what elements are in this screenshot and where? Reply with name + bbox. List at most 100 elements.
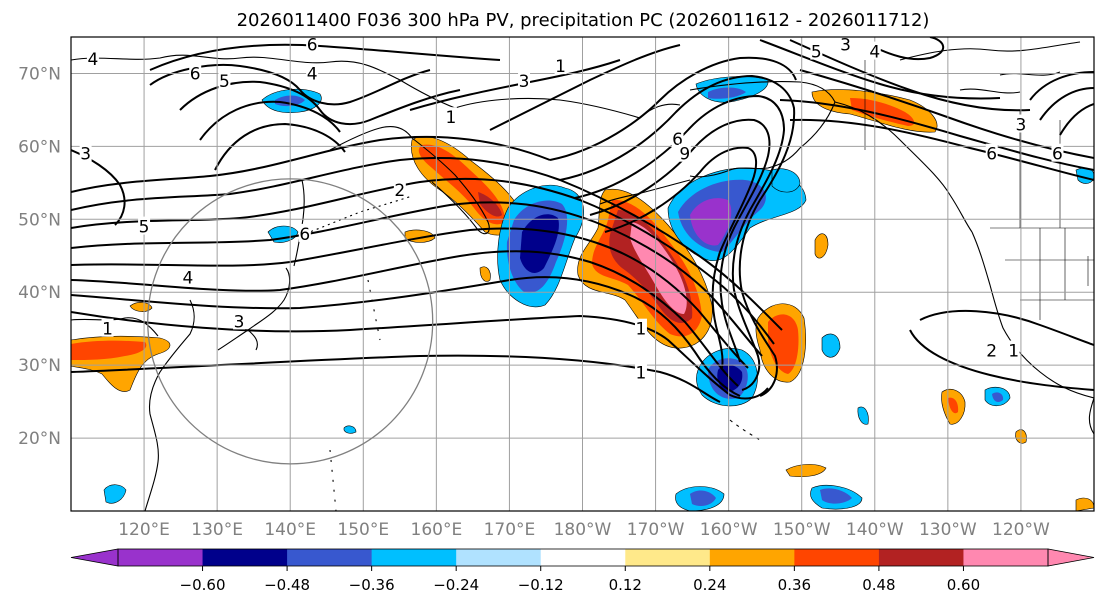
colorbar-tick-label: 0.12 [609,576,642,594]
longitude-tick-label: 170°W [627,520,685,540]
map-title: 2026011400 F036 300 hPa PV, precipitatio… [237,10,930,31]
precip-positive-small-3 [814,233,829,259]
coastline-alaska-panhandle [834,101,973,233]
contour-label-backdrop [1014,114,1027,133]
precip-negative-gulf-alaska-core [690,198,732,246]
contour-label: 6 [986,145,997,165]
precip-negative-small-4 [103,484,127,504]
coastline-okhotsk [329,125,413,151]
longitude-tick-label: 150°W [773,520,831,540]
contour-label-backdrop [393,180,406,199]
colorbar-tick-label: −0.12 [518,576,564,594]
colorbar-bin [709,549,795,566]
pv-contour-5 [71,201,763,357]
longitude-tick-label: 180°W [554,520,612,540]
precip-positive-small-2 [479,266,491,282]
contour-label-backdrop [101,318,114,337]
contour-label: 3 [519,72,530,92]
colorbar-tick-label: 0.36 [778,576,811,594]
contour-label-backdrop [306,37,319,53]
pv-contour-arctic-4 [779,99,1094,171]
precip-negative-tropics-2-core [820,488,852,504]
colorbar-bin [456,549,542,566]
contour-label: 4 [307,64,318,84]
pv-contour-ridge-1 [489,44,681,131]
latitude-tick-label: 20°N [18,429,61,449]
pv-contour-4 [71,227,749,369]
contour-label-backdrop [444,107,457,126]
precip-negative-tropics-1-core [690,490,716,506]
pv-contour-north-1 [149,64,431,106]
latitude-tick-label: 50°N [18,210,61,230]
colorbar-bin [202,549,288,566]
pv-contour-trough-5 [604,146,758,369]
pv-contour-arctic-closed [869,37,945,61]
contour-label-backdrop [1007,340,1020,359]
contour-label-backdrop [181,267,194,286]
precip-positive-small-5 [785,464,827,478]
colorbar-tick-label: 0.24 [693,576,726,594]
pv-contour-north-5 [149,43,501,71]
contour-label: 1 [636,320,647,340]
colorbar-bin [794,549,880,566]
contour-label: 2 [394,181,405,201]
map-frame [70,36,1095,512]
contour-label-backdrop [671,129,684,148]
precip-positive-east-asia-core [71,340,147,360]
contour-label: 4 [869,43,880,63]
precip-negative-small-1 [821,333,841,358]
colorbar-tick-label: 0.48 [862,576,895,594]
precip-negative-small-2-core [992,392,1004,402]
contour-label-backdrop [189,63,202,82]
pv-contour-2 [71,276,741,397]
contour-label: 4 [183,269,194,289]
reference-circle [147,178,434,465]
contour-label-backdrop [86,48,99,67]
longitude-tick-label: 120°W [992,520,1050,540]
colorbar-extend-max [1047,548,1095,567]
contour-label-backdrop [985,340,998,359]
contour-label: 2 [986,342,997,362]
contour-label: 3 [1016,116,1027,136]
pv-contour-3 [71,250,739,387]
coastline-aleutians [599,179,691,205]
contour-label: 5 [811,43,822,63]
pv-contour-arctic-1 [759,39,1001,100]
colorbar-tick-label: −0.36 [349,576,395,594]
latitude-tick-label: 60°N [18,137,61,157]
pv-contour-north-3 [199,100,341,141]
precip-positive-small-4-core [948,397,959,414]
contour-label: 6 [190,64,201,84]
coastline-korea-china [144,299,195,511]
colorbar-bin [540,549,626,566]
pv-contour-1-subtropic [71,354,721,403]
colorbar-tick-label: −0.60 [180,576,226,594]
longitude-tick-labels: 120°E 130°E 140°E 150°E 160°E 170°E 180°W 170°W… [118,520,1050,540]
contour-label-backdrop [218,70,231,89]
contour-label: 5 [219,72,230,92]
contour-label-backdrop [678,143,691,162]
pv-contour-trough-3 [574,94,786,391]
longitude-tick-label: 140°E [264,520,316,540]
pv-contour-arctic-5 [789,118,1094,181]
contour-label: 1 [446,108,457,128]
longitude-tick-label: 120°E [118,520,170,540]
contour-label-backdrop [79,143,92,162]
contour-label-backdrop [306,63,319,82]
colorbar-bin [878,549,964,566]
longitude-tick-label: 160°E [411,520,463,540]
colorbar: −0.60 −0.48 −0.36 −0.24 −0.12 0.12 0.24 0.36 0.4… [70,548,1095,594]
precip-positive-kamchatka-max [478,192,502,217]
contour-label: 3 [234,312,245,332]
contour-label-backdrop [985,143,998,162]
latitude-tick-label: 40°N [18,283,61,303]
pv-contour-east-1 [919,309,1094,346]
longitude-tick-label: 130°W [919,520,977,540]
contour-label-backdrop [839,37,852,53]
coastline-pacific-islands [329,279,381,511]
colorbar-tick-label: −0.24 [433,576,479,594]
pv-contour-north-4 [214,122,346,171]
longitude-tick-label: 150°E [337,520,389,540]
contour-label: 9 [679,145,690,165]
